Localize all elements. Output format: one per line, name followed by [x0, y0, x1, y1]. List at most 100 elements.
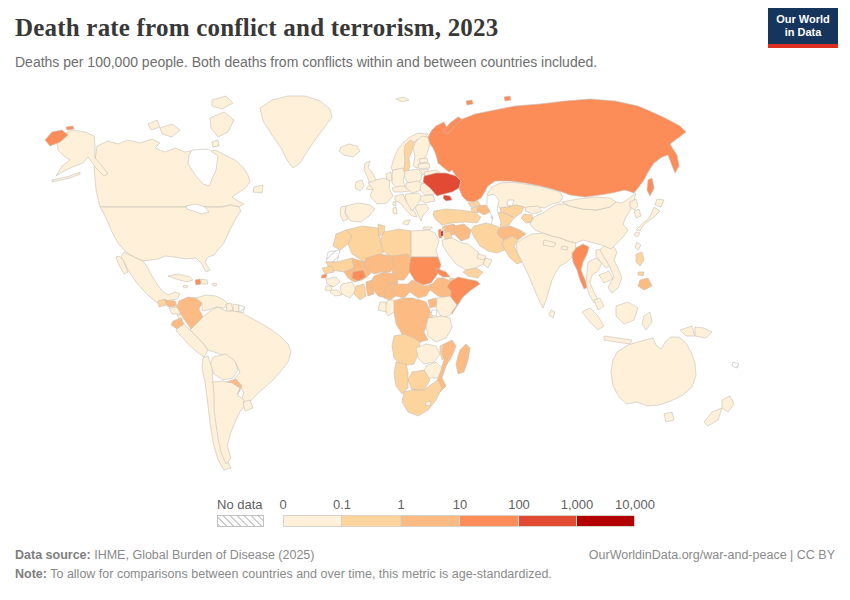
country-greenland[interactable]: [260, 96, 332, 168]
country-canada-victoria-island[interactable]: [160, 124, 180, 137]
country-canada-banks-island[interactable]: [148, 120, 160, 130]
country-egypt[interactable]: [411, 230, 439, 257]
country-brazil[interactable]: [190, 307, 291, 406]
legend-tick-3: 10: [453, 497, 467, 512]
owid-chart: Death rate from conflict and terrorism, …: [0, 0, 850, 600]
legend-bin-1[interactable]: [342, 515, 401, 527]
country-france[interactable]: [368, 178, 393, 204]
country-tanzania[interactable]: [426, 316, 452, 342]
country-papua-new-guinea[interactable]: [695, 327, 712, 338]
country-philippines-mindanao[interactable]: [638, 278, 652, 290]
legend-bin-2[interactable]: [401, 515, 460, 527]
country-lesotho[interactable]: [425, 401, 431, 406]
legend-bin-4[interactable]: [519, 515, 577, 527]
country-western-sahara[interactable]: [326, 250, 340, 262]
country-new-zealand-north[interactable]: [722, 396, 734, 412]
legend-no-data-label: No data: [217, 497, 263, 512]
country-sri-lanka[interactable]: [549, 310, 555, 318]
country-greece-crete[interactable]: [423, 227, 432, 230]
country-spain[interactable]: [345, 203, 375, 222]
legend-no-data-swatch[interactable]: [217, 515, 264, 527]
country-russia-sakhalin[interactable]: [647, 178, 654, 196]
country-guinea[interactable]: [326, 277, 340, 287]
legend-tick-5: 1,000: [561, 497, 594, 512]
country-ukraine-crimea[interactable]: [443, 195, 452, 201]
owid-link[interactable]: OurWorldinData.org/war-and-peace | CC BY: [589, 548, 835, 562]
country-indonesia-sulawesi[interactable]: [642, 312, 652, 330]
country-iraq[interactable]: [454, 224, 471, 241]
country-estonia[interactable]: [419, 158, 428, 163]
country-haiti[interactable]: [195, 279, 201, 285]
country-philippines-luzon[interactable]: [636, 252, 644, 266]
country-australia[interactable]: [611, 337, 696, 406]
legend-tick-6: 10,000: [615, 497, 655, 512]
country-ivory-coast[interactable]: [340, 282, 356, 298]
country-ireland[interactable]: [355, 180, 364, 191]
country-senegal[interactable]: [322, 266, 334, 274]
country-ghana[interactable]: [354, 284, 366, 300]
country-italy-sardinia[interactable]: [393, 207, 397, 214]
country-new-zealand-south[interactable]: [704, 408, 722, 426]
country-guyana[interactable]: [226, 303, 233, 312]
country-jamaica[interactable]: [183, 285, 188, 288]
country-japan-hokkaido[interactable]: [655, 199, 664, 207]
country-french-guiana[interactable]: [239, 305, 245, 313]
country-usa-aleutians[interactable]: [52, 172, 80, 182]
lake-victoria: [431, 310, 437, 316]
country-canada-newfoundland[interactable]: [253, 185, 263, 193]
country-eritrea[interactable]: [436, 268, 450, 277]
country-gabon[interactable]: [378, 302, 386, 312]
country-norway-svalbard[interactable]: [396, 97, 409, 102]
country-burkina-faso[interactable]: [352, 270, 366, 281]
country-madagascar[interactable]: [456, 344, 470, 374]
country-liberia[interactable]: [330, 290, 342, 296]
country-zambia[interactable]: [416, 344, 440, 364]
country-italy-sicily[interactable]: [403, 220, 410, 225]
country-bulgaria[interactable]: [420, 195, 435, 203]
country-germany[interactable]: [392, 168, 405, 189]
country-canada[interactable]: [94, 139, 250, 207]
country-dominican-republic[interactable]: [201, 279, 208, 284]
country-uruguay[interactable]: [243, 400, 253, 411]
country-south-korea[interactable]: [634, 209, 641, 218]
country-cambodia[interactable]: [599, 271, 613, 283]
country-thailand[interactable]: [586, 258, 602, 303]
country-jordan[interactable]: [443, 231, 452, 239]
legend-bin-3[interactable]: [460, 515, 519, 527]
country-russia-franz-josef[interactable]: [466, 100, 473, 105]
country-russia-severnaya[interactable]: [504, 96, 511, 101]
country-japan-kyushu[interactable]: [634, 232, 640, 237]
country-latvia[interactable]: [418, 163, 430, 169]
country-philippines-visayas[interactable]: [638, 272, 644, 276]
country-indonesia-westpapua[interactable]: [680, 326, 695, 336]
country-indonesia-sumatra[interactable]: [582, 308, 604, 330]
country-namibia[interactable]: [394, 362, 408, 394]
country-indonesia-java[interactable]: [604, 336, 632, 344]
legend-tick-4: 100: [508, 497, 530, 512]
country-canada-ellesmere-island[interactable]: [212, 96, 233, 109]
legend-bin-0[interactable]: [283, 515, 342, 527]
country-bhutan[interactable]: [561, 246, 568, 250]
country-iceland[interactable]: [339, 144, 360, 157]
note-text: To allow for comparisons between countri…: [47, 567, 552, 581]
country-canada-southampton[interactable]: [212, 140, 219, 147]
country-new-caledonia[interactable]: [732, 362, 739, 368]
country-malaysia[interactable]: [594, 298, 604, 310]
legend-bin-5[interactable]: [577, 515, 635, 527]
country-russia-wrangel[interactable]: [66, 126, 74, 130]
country-france-corsica[interactable]: [393, 201, 396, 206]
country-australia-tasmania[interactable]: [664, 412, 674, 422]
country-canada-baffin-island[interactable]: [210, 112, 234, 137]
legend-tick-0: 0: [279, 497, 286, 512]
country-suriname[interactable]: [233, 304, 239, 312]
country-taiwan[interactable]: [635, 242, 641, 250]
country-puerto-rico[interactable]: [212, 283, 217, 286]
country-palestine[interactable]: [441, 231, 443, 236]
country-indonesia-borneo[interactable]: [616, 302, 638, 324]
country-cuba[interactable]: [168, 274, 193, 282]
country-honduras[interactable]: [165, 300, 177, 307]
country-guinea-bissau[interactable]: [321, 274, 327, 278]
data-source: Data source: IHME, Global Burden of Dise…: [15, 548, 314, 562]
country-vietnam[interactable]: [600, 244, 622, 293]
country-greece[interactable]: [415, 204, 429, 221]
